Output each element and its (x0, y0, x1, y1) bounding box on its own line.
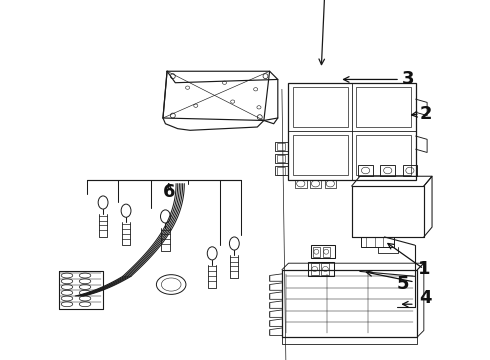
Bar (311, 245, 335, 258)
Text: 5: 5 (396, 275, 409, 293)
Bar (295, 180, 307, 188)
Bar (380, 165, 395, 176)
Bar (282, 270, 417, 337)
Text: 2: 2 (420, 105, 433, 123)
Bar (356, 135, 411, 175)
Bar (277, 143, 285, 150)
Bar (321, 263, 329, 275)
Bar (324, 180, 336, 188)
Bar (402, 165, 417, 176)
Bar (358, 165, 373, 176)
Text: 3: 3 (402, 71, 415, 89)
Text: 1: 1 (417, 260, 430, 278)
Bar (308, 262, 334, 276)
Bar (293, 87, 347, 127)
Text: 6: 6 (163, 183, 175, 201)
Bar (311, 263, 319, 275)
Bar (356, 87, 411, 127)
Bar (293, 135, 347, 175)
Text: 4: 4 (419, 289, 432, 307)
Bar (310, 180, 321, 188)
Bar (277, 155, 285, 162)
Bar (277, 167, 285, 175)
Bar (362, 237, 394, 247)
Bar (313, 247, 320, 257)
Bar (323, 247, 330, 257)
Bar (289, 83, 416, 180)
